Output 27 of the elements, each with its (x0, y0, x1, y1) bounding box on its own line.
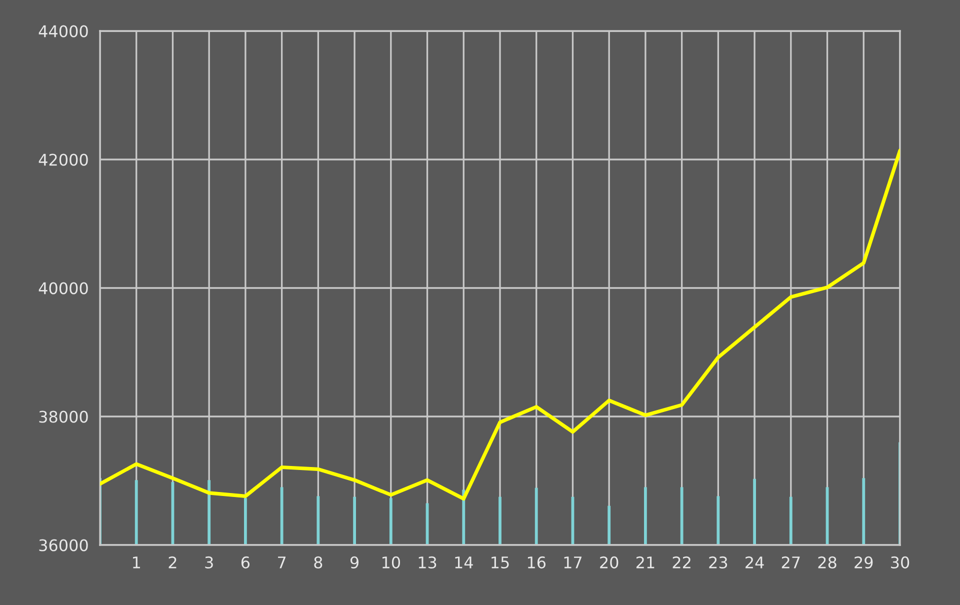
y-tick-label: 42000 (38, 154, 88, 166)
x-tick-label: 21 (636, 556, 654, 568)
x-tick-label: 24 (746, 556, 764, 568)
x-tick-label: 1 (133, 556, 140, 568)
x-tick-label: 28 (818, 556, 836, 568)
x-tick-label: 16 (528, 556, 546, 568)
y-tick-label: 40000 (38, 282, 88, 294)
x-tick-label: 29 (854, 556, 873, 568)
x-tick-label: 20 (600, 556, 618, 568)
x-tick-label: 6 (241, 556, 250, 568)
x-tick-label: 23 (709, 556, 728, 568)
x-tick-label: 8 (314, 556, 322, 568)
x-tick-label: 9 (350, 556, 359, 568)
x-tick-label: 22 (672, 556, 690, 568)
x-tick-label: 27 (782, 556, 800, 568)
y-tick-label: 38000 (39, 410, 88, 423)
x-tick-label: 17 (564, 556, 582, 568)
x-tick-label: 14 (455, 556, 473, 568)
y-tick-label: 44000 (38, 25, 88, 38)
x-tick-label: 2 (168, 556, 176, 568)
y-tick-label: 36000 (39, 539, 88, 552)
x-tick-label: 15 (492, 556, 509, 568)
x-tick-label: 13 (418, 556, 436, 568)
x-tick-label: 10 (382, 556, 400, 568)
x-tick-label: 3 (205, 556, 213, 568)
x-tick-label: 7 (278, 556, 286, 568)
x-tick-label: 30 (891, 556, 910, 568)
